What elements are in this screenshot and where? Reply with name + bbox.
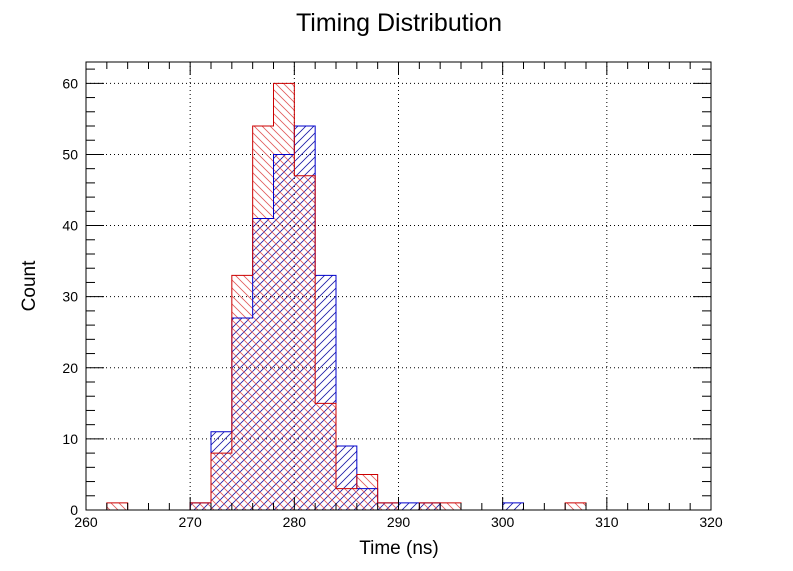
histogram-bar (440, 502, 461, 510)
y-tick-label: 20 (62, 360, 78, 376)
chart-title: Timing Distribution (296, 9, 502, 37)
histogram-bar (190, 502, 211, 510)
histogram-bar (419, 502, 441, 510)
x-tick-label: 290 (387, 514, 411, 530)
x-axis-label: Time (ns) (359, 538, 439, 559)
y-tick-labels: 0 10 20 30 40 50 60 (62, 75, 78, 518)
x-tick-label: 280 (283, 514, 307, 530)
histogram-bar (502, 502, 524, 510)
histogram-bar (106, 502, 128, 510)
x-tick-label: 270 (178, 514, 202, 530)
histogram-bar (398, 502, 420, 510)
histogram-outline (106, 82, 587, 510)
histogram-bar (273, 83, 295, 510)
histogram-bar (565, 502, 586, 510)
y-tick-label: 40 (62, 218, 78, 234)
y-tick-label: 30 (62, 289, 78, 305)
y-axis-label: Count (19, 260, 40, 311)
histogram-bar (231, 275, 253, 510)
y-tick-label: 10 (62, 431, 78, 447)
histogram-bar (252, 126, 274, 510)
series-red-bars (106, 83, 586, 510)
x-tick-label: 300 (491, 514, 515, 530)
y-tick-label: 60 (62, 75, 78, 91)
y-tick-label: 50 (62, 146, 78, 162)
y-tick-label: 0 (70, 502, 78, 518)
histogram-bar (377, 502, 399, 510)
x-tick-label: 260 (74, 514, 98, 530)
histogram-bar (294, 175, 316, 510)
series-red-outline (106, 82, 587, 510)
histogram-bar (211, 453, 232, 510)
x-tick-labels: 260 270 280 290 300 310 320 (74, 514, 723, 530)
histogram-bar (356, 474, 378, 510)
histogram-bar (315, 403, 336, 510)
axis-ticks (85, 62, 712, 511)
x-tick-label: 310 (595, 514, 619, 530)
histogram-bar (336, 488, 357, 510)
x-tick-label: 320 (699, 514, 723, 530)
